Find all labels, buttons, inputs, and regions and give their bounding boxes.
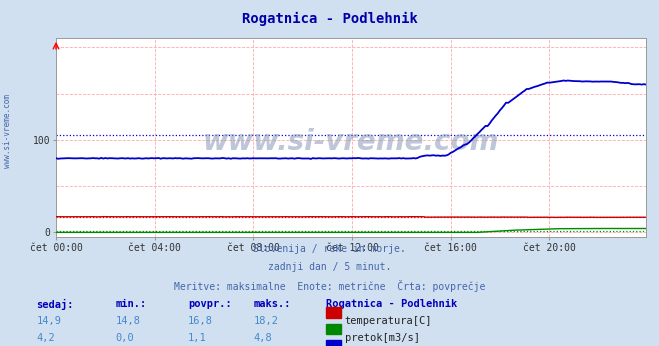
Text: Meritve: maksimalne  Enote: metrične  Črta: povprečje: Meritve: maksimalne Enote: metrične Črta… (174, 280, 485, 292)
Text: sedaj:: sedaj: (36, 299, 74, 310)
Text: 1,1: 1,1 (188, 333, 206, 343)
Text: 14,9: 14,9 (36, 316, 61, 326)
Text: temperatura[C]: temperatura[C] (345, 316, 432, 326)
Text: www.si-vreme.com: www.si-vreme.com (3, 94, 13, 169)
Text: 16,8: 16,8 (188, 316, 213, 326)
Text: Rogatnica - Podlehnik: Rogatnica - Podlehnik (242, 12, 417, 26)
Text: zadnji dan / 5 minut.: zadnji dan / 5 minut. (268, 262, 391, 272)
Text: maks.:: maks.: (254, 299, 291, 309)
Text: min.:: min.: (115, 299, 146, 309)
Text: 4,8: 4,8 (254, 333, 272, 343)
Text: 18,2: 18,2 (254, 316, 279, 326)
Text: Slovenija / reke in morje.: Slovenija / reke in morje. (253, 244, 406, 254)
Text: Rogatnica - Podlehnik: Rogatnica - Podlehnik (326, 299, 457, 309)
Text: pretok[m3/s]: pretok[m3/s] (345, 333, 420, 343)
Text: 4,2: 4,2 (36, 333, 55, 343)
Text: 14,8: 14,8 (115, 316, 140, 326)
Text: www.si-vreme.com: www.si-vreme.com (203, 128, 499, 155)
Text: povpr.:: povpr.: (188, 299, 231, 309)
Text: 0,0: 0,0 (115, 333, 134, 343)
